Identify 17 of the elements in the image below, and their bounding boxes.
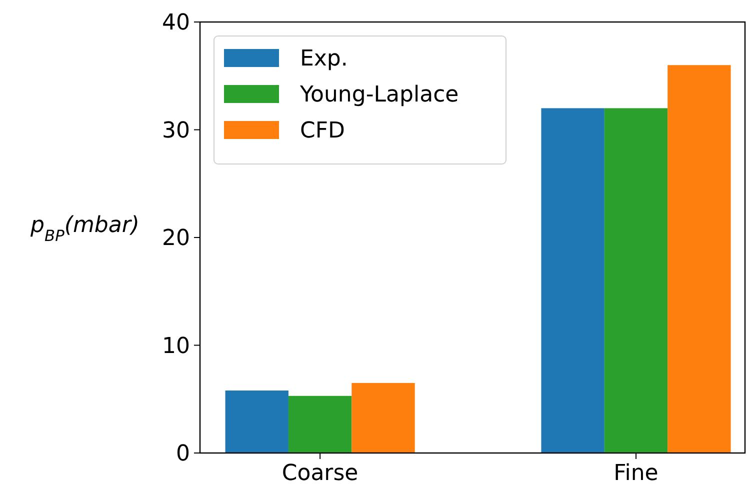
legend-label: Young-Laplace [299, 82, 459, 108]
bar [668, 65, 731, 453]
bar [288, 396, 352, 453]
y-tick-label: 40 [162, 10, 190, 36]
bar [541, 108, 604, 453]
x-tick-label: Coarse [282, 461, 358, 484]
y-axis-title: p$_{BP}$(mbar) [30, 213, 140, 245]
bar [604, 108, 668, 453]
y-tick-label: 30 [162, 118, 190, 144]
legend-label: Exp. [300, 46, 348, 72]
bar [225, 390, 288, 453]
x-tick-label: Fine [614, 461, 658, 484]
y-tick-label: 10 [162, 334, 190, 359]
legend-label: CFD [300, 118, 345, 144]
bar [352, 382, 415, 453]
y-tick-label: 0 [176, 442, 190, 467]
y-tick-label: 20 [162, 226, 190, 252]
